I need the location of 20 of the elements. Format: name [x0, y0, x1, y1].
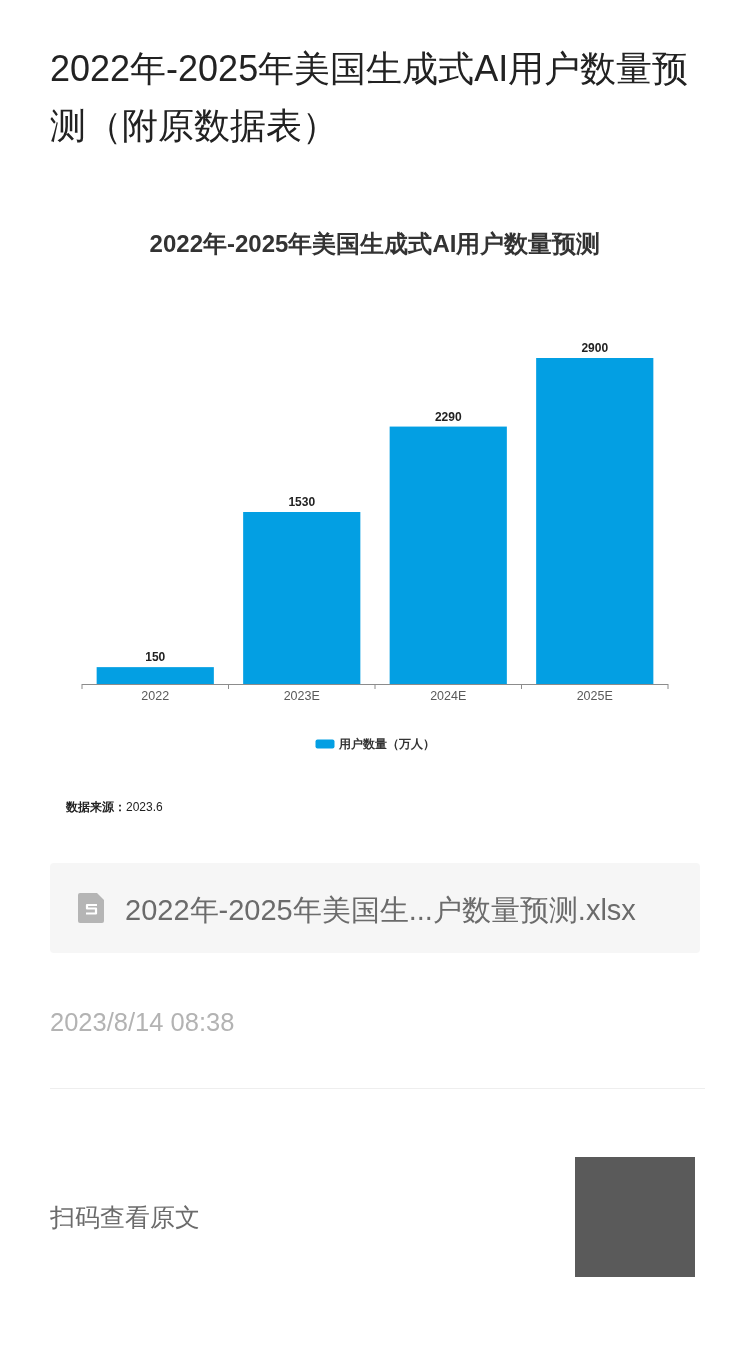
- file-card: 2022年-2025年美国生...户数量预测.xlsx: [50, 863, 700, 953]
- text: 扫码查看原文: [49, 1203, 200, 1231]
- x-tick-label: 2024E: [430, 689, 467, 703]
- legend: 用户数量（万人）: [315, 737, 435, 751]
- legend-label: 用户数量（万人）: [337, 737, 435, 751]
- bar: [389, 426, 507, 684]
- x-tick-label: 2025E: [576, 689, 613, 703]
- bar: [243, 512, 361, 684]
- data-label: 150: [145, 650, 166, 665]
- data-label: 2290: [434, 409, 462, 424]
- data-label: 1530: [288, 495, 316, 510]
- data-label: 2900: [581, 341, 609, 355]
- bar: [96, 667, 214, 684]
- bar: [536, 358, 654, 684]
- x-tick-label: 2023E: [283, 689, 320, 703]
- x-tick-label: 2022: [141, 689, 170, 703]
- chart-title: 2022年-2025年美国生成式AI用户数量预测: [149, 230, 601, 257]
- text: 数据来源：2023.6: [65, 800, 164, 814]
- text: 2023/8/14 08:38: [50, 1008, 235, 1036]
- text: 2022年-2025年美国生成式AI用户数量预测（附原数据表）: [50, 47, 690, 148]
